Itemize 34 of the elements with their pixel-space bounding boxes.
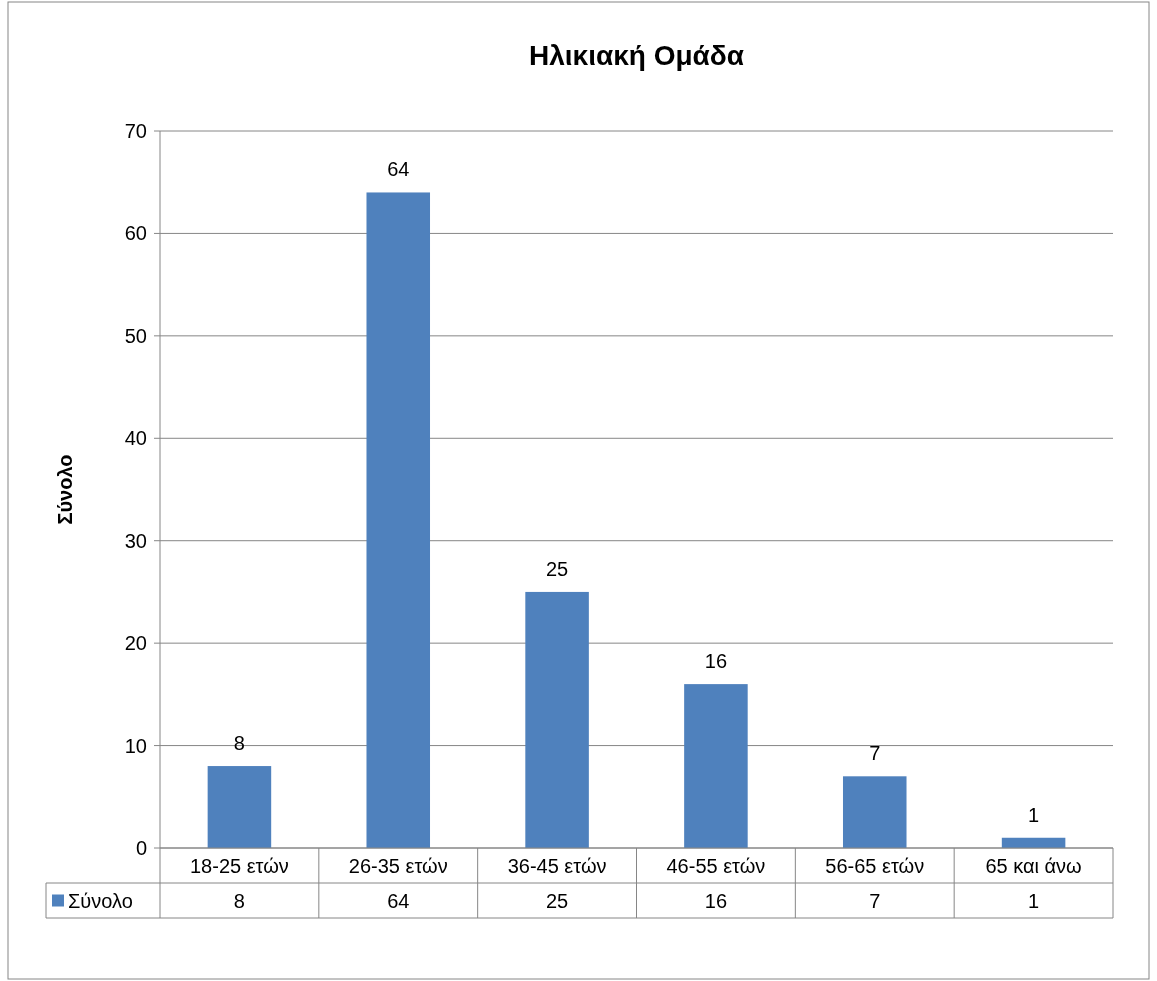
y-tick-label: 50 <box>124 324 147 347</box>
annotation: 8 <box>233 732 245 755</box>
bar <box>525 591 589 848</box>
annotation: 25 <box>545 557 569 580</box>
chart-title: Ηλικιακή Ομάδα <box>529 40 744 71</box>
x-tick-label: 18-25 ετών <box>189 854 289 877</box>
bar <box>684 684 748 848</box>
bar <box>842 776 907 848</box>
y-tick-label: 20 <box>124 632 147 655</box>
bar <box>366 192 431 848</box>
y-tick-label: 40 <box>124 427 147 450</box>
y-tick-label: 30 <box>124 529 147 552</box>
x-tick-label: 56-65 ετών <box>825 854 925 877</box>
annotation: 7 <box>869 742 881 765</box>
x-tick-label: 26-35 ετών <box>348 854 448 877</box>
legend-label: Σύνολο <box>68 889 133 912</box>
annotation: 16 <box>704 650 728 673</box>
x-tick-label: 65 και άνω <box>985 854 1082 877</box>
annotation: 1 <box>1028 803 1040 826</box>
data-label: 7 <box>869 889 881 912</box>
data-label: 64 <box>387 889 410 912</box>
annotation: 64 <box>387 158 410 181</box>
bar <box>207 766 272 848</box>
data-label: 8 <box>233 889 245 912</box>
y-tick-label: 10 <box>124 734 147 757</box>
data-label: 25 <box>545 889 569 912</box>
x-tick-label: 46-55 ετών <box>666 854 766 877</box>
data-label: 16 <box>704 889 728 912</box>
y-tick-label: 70 <box>124 120 147 142</box>
x-tick-label: 36-45 ετών <box>507 854 607 877</box>
y-tick-label: 60 <box>124 222 147 245</box>
data-label: 1 <box>1028 889 1040 912</box>
y-axis-title: Σύνολο <box>54 454 76 525</box>
y-tick-label: 0 <box>135 837 147 859</box>
